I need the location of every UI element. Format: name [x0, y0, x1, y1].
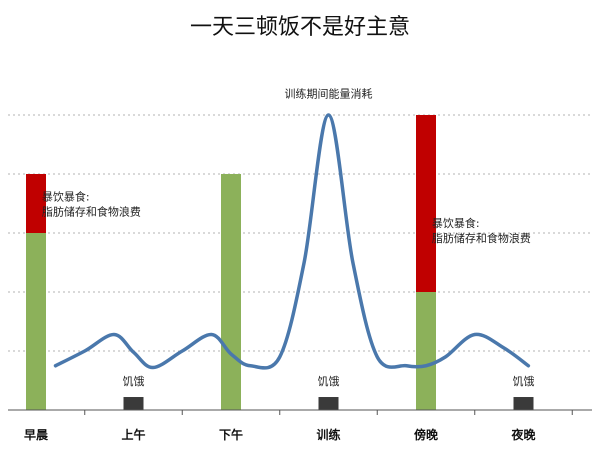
x-tick-label-5: 夜晚 — [510, 427, 535, 442]
annotation-7: 饥饿 — [513, 374, 535, 388]
bar-0-series-0 — [26, 233, 46, 410]
x-tick-label-0: 早晨 — [24, 428, 49, 442]
annotation-6: 饥饿 — [318, 374, 340, 388]
annotation-2: 脂肪储存和食物浪费 — [42, 204, 141, 218]
energy-curve-group — [53, 113, 531, 370]
energy-curve — [53, 113, 531, 370]
x-tick-label-4: 傍晚 — [414, 427, 438, 442]
bar-2-series-0 — [221, 174, 241, 410]
x-tick-label-2: 下午 — [219, 427, 243, 442]
x-axis: 早晨 上午 下午 训练 傍晚 夜晚 — [8, 409, 592, 442]
bar-3-series-2 — [318, 397, 339, 410]
annotation-5: 饥饿 — [123, 374, 145, 388]
bars-group — [26, 115, 534, 410]
bar-1-series-2 — [123, 397, 144, 410]
annotation-3: 暴饮暴食: — [432, 216, 480, 230]
grid-lines — [8, 114, 592, 352]
annotation-4: 脂肪储存和食物浪费 — [432, 231, 531, 245]
annotation-0: 训练期间能量消耗 — [285, 86, 373, 100]
bar-4-series-0 — [416, 292, 436, 410]
bar-4-series-1 — [416, 115, 436, 292]
x-tick-label-3: 训练 — [316, 427, 340, 442]
bar-0-series-1 — [26, 174, 46, 233]
x-tick-label-1: 上午 — [121, 427, 145, 442]
chart-title: 一天三顿饭不是好主意 — [190, 15, 410, 40]
bar-5-series-2 — [513, 397, 534, 410]
annotation-1: 暴饮暴食: — [42, 190, 90, 204]
